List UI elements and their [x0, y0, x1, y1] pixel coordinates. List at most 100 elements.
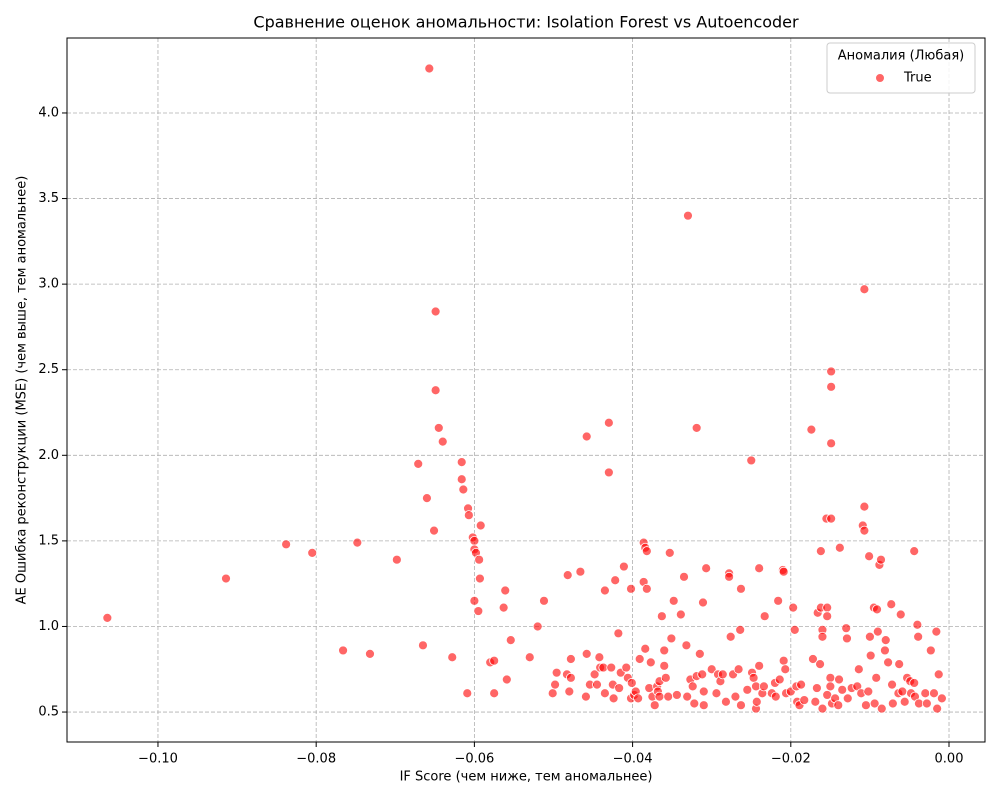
point: [618, 561, 629, 572]
chart-title: Сравнение оценок аномальности: Isolation…: [253, 13, 799, 32]
point: [600, 585, 610, 596]
point: [897, 686, 908, 697]
point: [826, 381, 837, 392]
point: [826, 438, 837, 449]
point: [837, 684, 848, 695]
point: [682, 691, 693, 702]
point: [532, 621, 543, 632]
point: [736, 583, 746, 594]
y-tick-label: 4.0: [38, 105, 59, 120]
point: [899, 696, 910, 707]
point: [863, 686, 874, 697]
point: [645, 657, 656, 668]
point: [887, 698, 898, 709]
point: [391, 554, 402, 565]
point: [861, 700, 871, 711]
y-tick-label: 1.0: [38, 619, 59, 634]
point: [422, 493, 432, 503]
point: [746, 455, 757, 466]
point: [872, 604, 882, 615]
point: [936, 693, 947, 704]
point: [921, 698, 932, 709]
point: [352, 537, 363, 548]
point: [660, 672, 671, 683]
point: [594, 652, 605, 663]
y-axis-label: AE Ошибка реконструкции (MSE) (чем выше,…: [15, 176, 30, 605]
point: [859, 501, 870, 512]
point: [810, 696, 821, 707]
point: [833, 700, 844, 711]
point: [505, 635, 516, 646]
point: [880, 635, 891, 646]
point: [600, 688, 610, 699]
point: [869, 698, 880, 709]
point: [675, 609, 686, 620]
point: [806, 424, 817, 435]
point: [789, 624, 800, 635]
point: [754, 563, 765, 574]
point: [778, 566, 789, 577]
point: [841, 623, 852, 634]
point: [780, 664, 791, 675]
point: [656, 611, 667, 622]
point: [759, 681, 769, 692]
point: [462, 688, 473, 699]
point: [413, 458, 424, 469]
point: [469, 595, 480, 606]
point: [424, 63, 435, 74]
point: [668, 595, 679, 606]
point: [281, 539, 292, 550]
point: [929, 688, 939, 699]
point: [933, 669, 944, 680]
y-tick-label: 1.5: [38, 533, 59, 548]
legend: Аномалия (Любая) True: [826, 42, 976, 94]
point: [641, 583, 652, 594]
point: [698, 597, 708, 608]
point: [880, 645, 890, 656]
point: [589, 669, 600, 680]
x-tick-label: −0.02: [771, 752, 811, 767]
point: [909, 678, 920, 688]
point: [633, 693, 644, 704]
point: [759, 611, 770, 622]
point: [221, 573, 231, 584]
point: [551, 667, 562, 678]
point: [474, 554, 485, 565]
point: [751, 696, 762, 707]
point: [822, 611, 833, 622]
point: [418, 640, 428, 651]
point: [581, 431, 592, 442]
point: [773, 595, 784, 606]
point: [547, 688, 558, 699]
point: [634, 654, 645, 664]
point: [748, 672, 759, 683]
point: [859, 284, 870, 295]
point: [681, 640, 692, 651]
point: [458, 484, 469, 495]
plot-frame: [66, 37, 986, 743]
point: [770, 691, 781, 702]
point: [447, 652, 458, 663]
point: [876, 554, 886, 565]
legend-label: True: [903, 71, 932, 86]
x-tick-label: 0.00: [935, 752, 964, 767]
point: [834, 674, 844, 685]
point: [338, 645, 348, 656]
point: [613, 628, 624, 639]
point: [865, 631, 875, 642]
point: [671, 690, 682, 700]
point: [736, 700, 746, 711]
point: [817, 703, 828, 714]
point: [697, 669, 708, 680]
point: [641, 546, 652, 557]
point: [725, 631, 736, 642]
point: [689, 698, 700, 709]
point: [931, 626, 942, 637]
point: [666, 633, 677, 644]
point: [581, 648, 592, 659]
point: [883, 657, 893, 668]
point: [925, 645, 936, 656]
point: [817, 631, 828, 642]
point: [815, 546, 826, 557]
